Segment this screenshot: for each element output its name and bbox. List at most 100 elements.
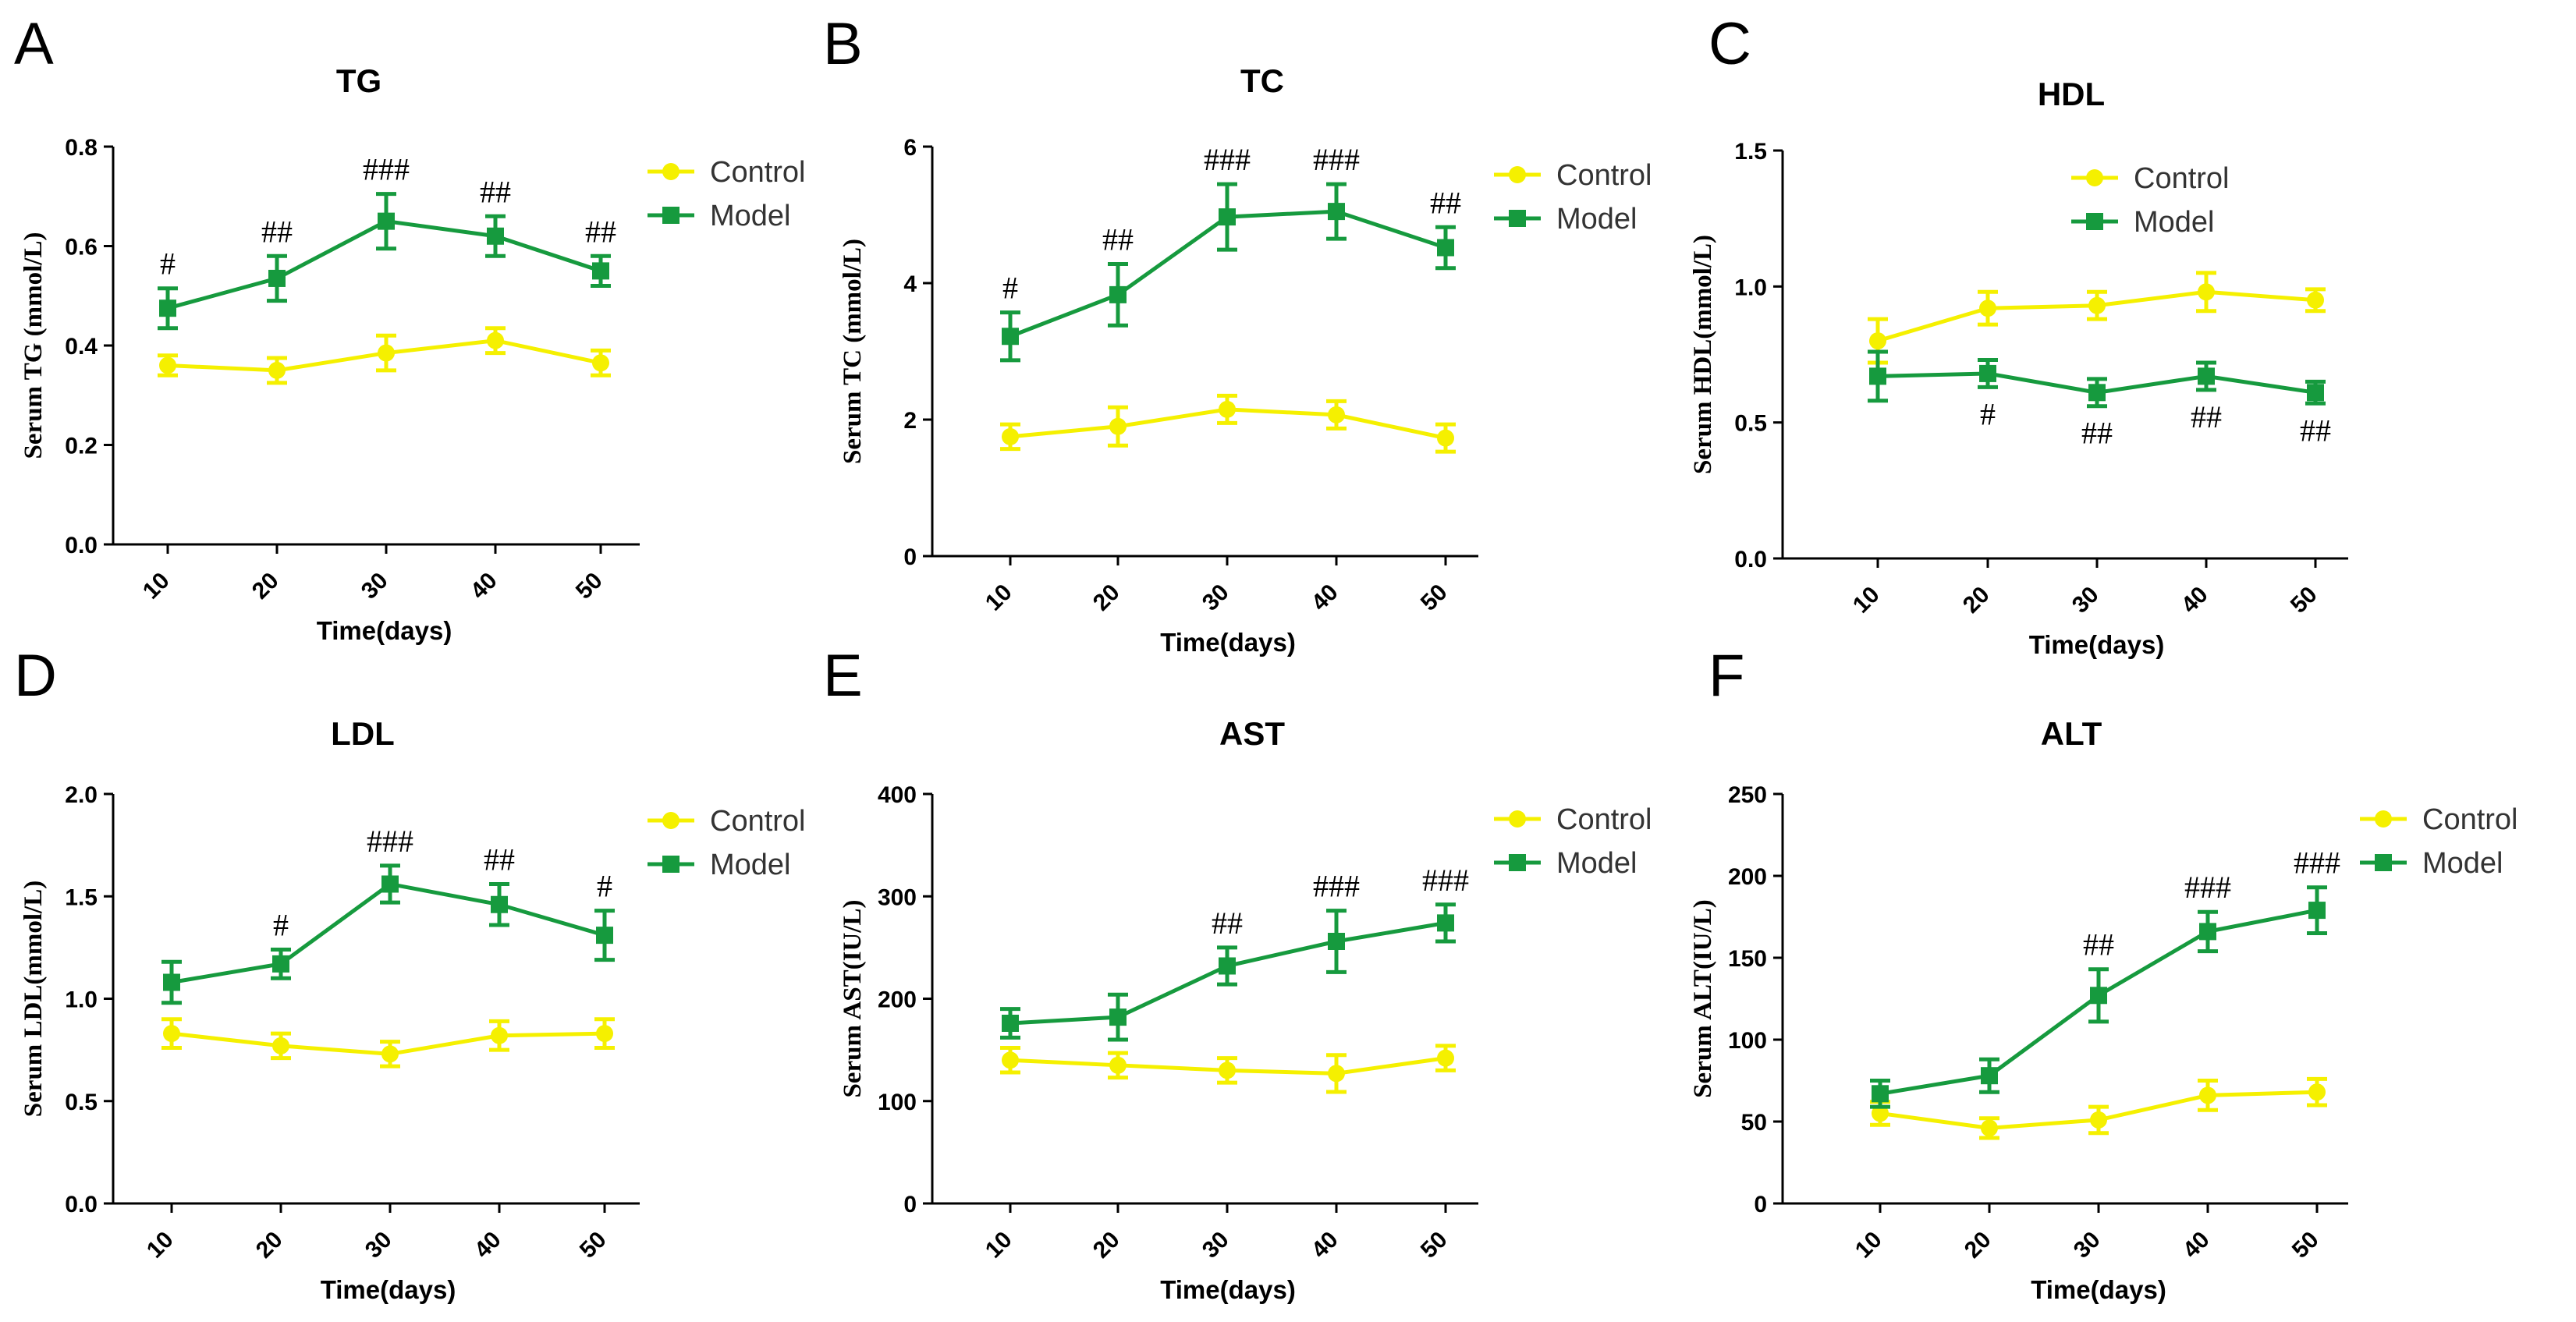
y-axis-label: Serum AST(IU/L) [839,900,867,1098]
chart-panel-b: B TC 0 2 4 6 10 20 30 40 50 Time(days) Serum TC (mmo… [823,11,1652,657]
chart-panel-c: C HDL 0.0 0.5 1.0 1.5 10 20 30 40 50 Time(days) Seru… [1689,11,2348,659]
legend-label-model: Model [710,849,791,881]
data-point-model [592,262,609,280]
significance-label: ## [2191,399,2222,434]
x-tick-label: 50 [1416,1227,1453,1264]
chart-panel-a: A TG 0.0 0.2 0.4 0.6 0.8 10 20 30 40 50 Time(days) Se… [14,11,806,645]
chart-title: HDL [2038,76,2105,112]
legend-marker-model [2086,213,2103,230]
data-point-model [1219,957,1236,975]
data-point-control [1437,429,1454,447]
y-axis-label: Serum HDL(mmol/L) [1689,235,1717,474]
x-tick-label: 20 [251,1227,288,1264]
y-tick-label: 1.5 [65,884,98,910]
data-point-control [1109,1056,1127,1074]
panel-letter: B [823,11,863,77]
data-point-control [378,344,395,362]
significance-label: ## [2083,927,2114,962]
y-tick-label: 0.0 [65,1192,98,1217]
x-tick-label: 10 [981,1227,1017,1264]
legend-label-control: Control [710,805,806,838]
data-point-control [159,356,176,374]
significance-label: ## [585,214,616,249]
chart-title: TC [1240,62,1284,99]
data-point-model [1437,239,1454,257]
data-point-model [1979,364,1996,382]
legend: Control Model [1494,803,1652,880]
x-tick-label: 50 [1416,579,1453,616]
y-tick-label: 0.5 [1734,411,1767,437]
data-point-model [268,269,286,287]
y-tick-label: 100 [1728,1028,1767,1054]
y-tick-label: 0.2 [65,434,98,459]
legend-marker-model [2375,854,2392,871]
significance-label: # [1980,396,1996,431]
significance-label: ### [1313,869,1360,904]
x-tick-label: 30 [2067,582,2104,618]
data-point-control [268,361,286,379]
legend-label-control: Control [1556,159,1652,192]
x-axis-label: Time(days) [2031,1275,2166,1304]
legend-label-control: Control [2134,162,2230,195]
significance-label: # [1002,271,1018,306]
significance-label: ## [1430,185,1461,220]
data-point-control [1109,417,1127,435]
data-point-control [2088,296,2106,314]
significance-label: ## [2300,413,2331,448]
y-axis-label: Serum TC (mmol/L) [839,239,867,464]
y-tick-label: 100 [878,1090,917,1115]
y-tick-label: 0 [903,1192,917,1217]
data-point-control [592,354,609,372]
x-axis-label: Time(days) [1160,1275,1296,1304]
x-tick-label: 30 [1198,1227,1234,1264]
data-point-control [1979,299,1996,317]
x-tick-label: 30 [1198,579,1234,616]
y-tick-label: 0.6 [65,235,98,261]
x-tick-label: 50 [575,1227,612,1264]
data-point-model [1869,367,1886,385]
y-axis-label: Serum TG (mmol/L) [20,232,48,459]
legend-marker-control [2375,810,2392,828]
y-tick-label: 0 [1754,1192,1767,1217]
significance-label: ### [1313,142,1360,177]
y-tick-label: 0 [903,544,917,570]
x-tick-label: 40 [2178,1227,2215,1264]
legend-marker-control [1509,166,1526,183]
data-point-model [1109,1008,1127,1026]
data-point-model [1109,285,1127,303]
panel-letter: F [1708,643,1744,709]
panel-letter: C [1708,11,1751,77]
significance-label: ## [1102,222,1134,257]
y-axis-label: Serum ALT(IU/L) [1689,899,1717,1098]
data-point-model [1002,328,1019,346]
data-point-control [2090,1111,2107,1129]
y-tick-label: 300 [878,884,917,910]
data-point-model [1219,208,1236,226]
panel-letter: D [14,643,57,709]
data-point-model [272,955,289,973]
y-tick-label: 6 [903,135,917,161]
data-point-model [2199,923,2216,941]
data-point-model [1328,203,1345,221]
data-point-model [2198,367,2215,385]
data-point-model [1328,933,1345,950]
data-point-model [381,875,399,893]
panel-letter: A [14,11,54,77]
chart-title: ALT [2041,715,2102,752]
significance-label: ### [2184,870,2231,905]
significance-label: # [273,908,289,943]
significance-label: ## [480,174,511,209]
data-point-model [2308,902,2326,920]
x-tick-label: 10 [142,1227,179,1264]
x-axis-label: Time(days) [317,616,452,645]
data-point-control [2308,1083,2326,1101]
legend-label-control: Control [1556,803,1652,836]
data-point-model [1981,1067,1998,1085]
data-point-model [596,927,613,945]
legend-marker-model [662,207,679,224]
legend-marker-model [662,856,679,873]
x-tick-label: 20 [1958,582,1995,618]
y-tick-label: 2.0 [65,782,98,808]
data-point-control [1328,1065,1345,1083]
